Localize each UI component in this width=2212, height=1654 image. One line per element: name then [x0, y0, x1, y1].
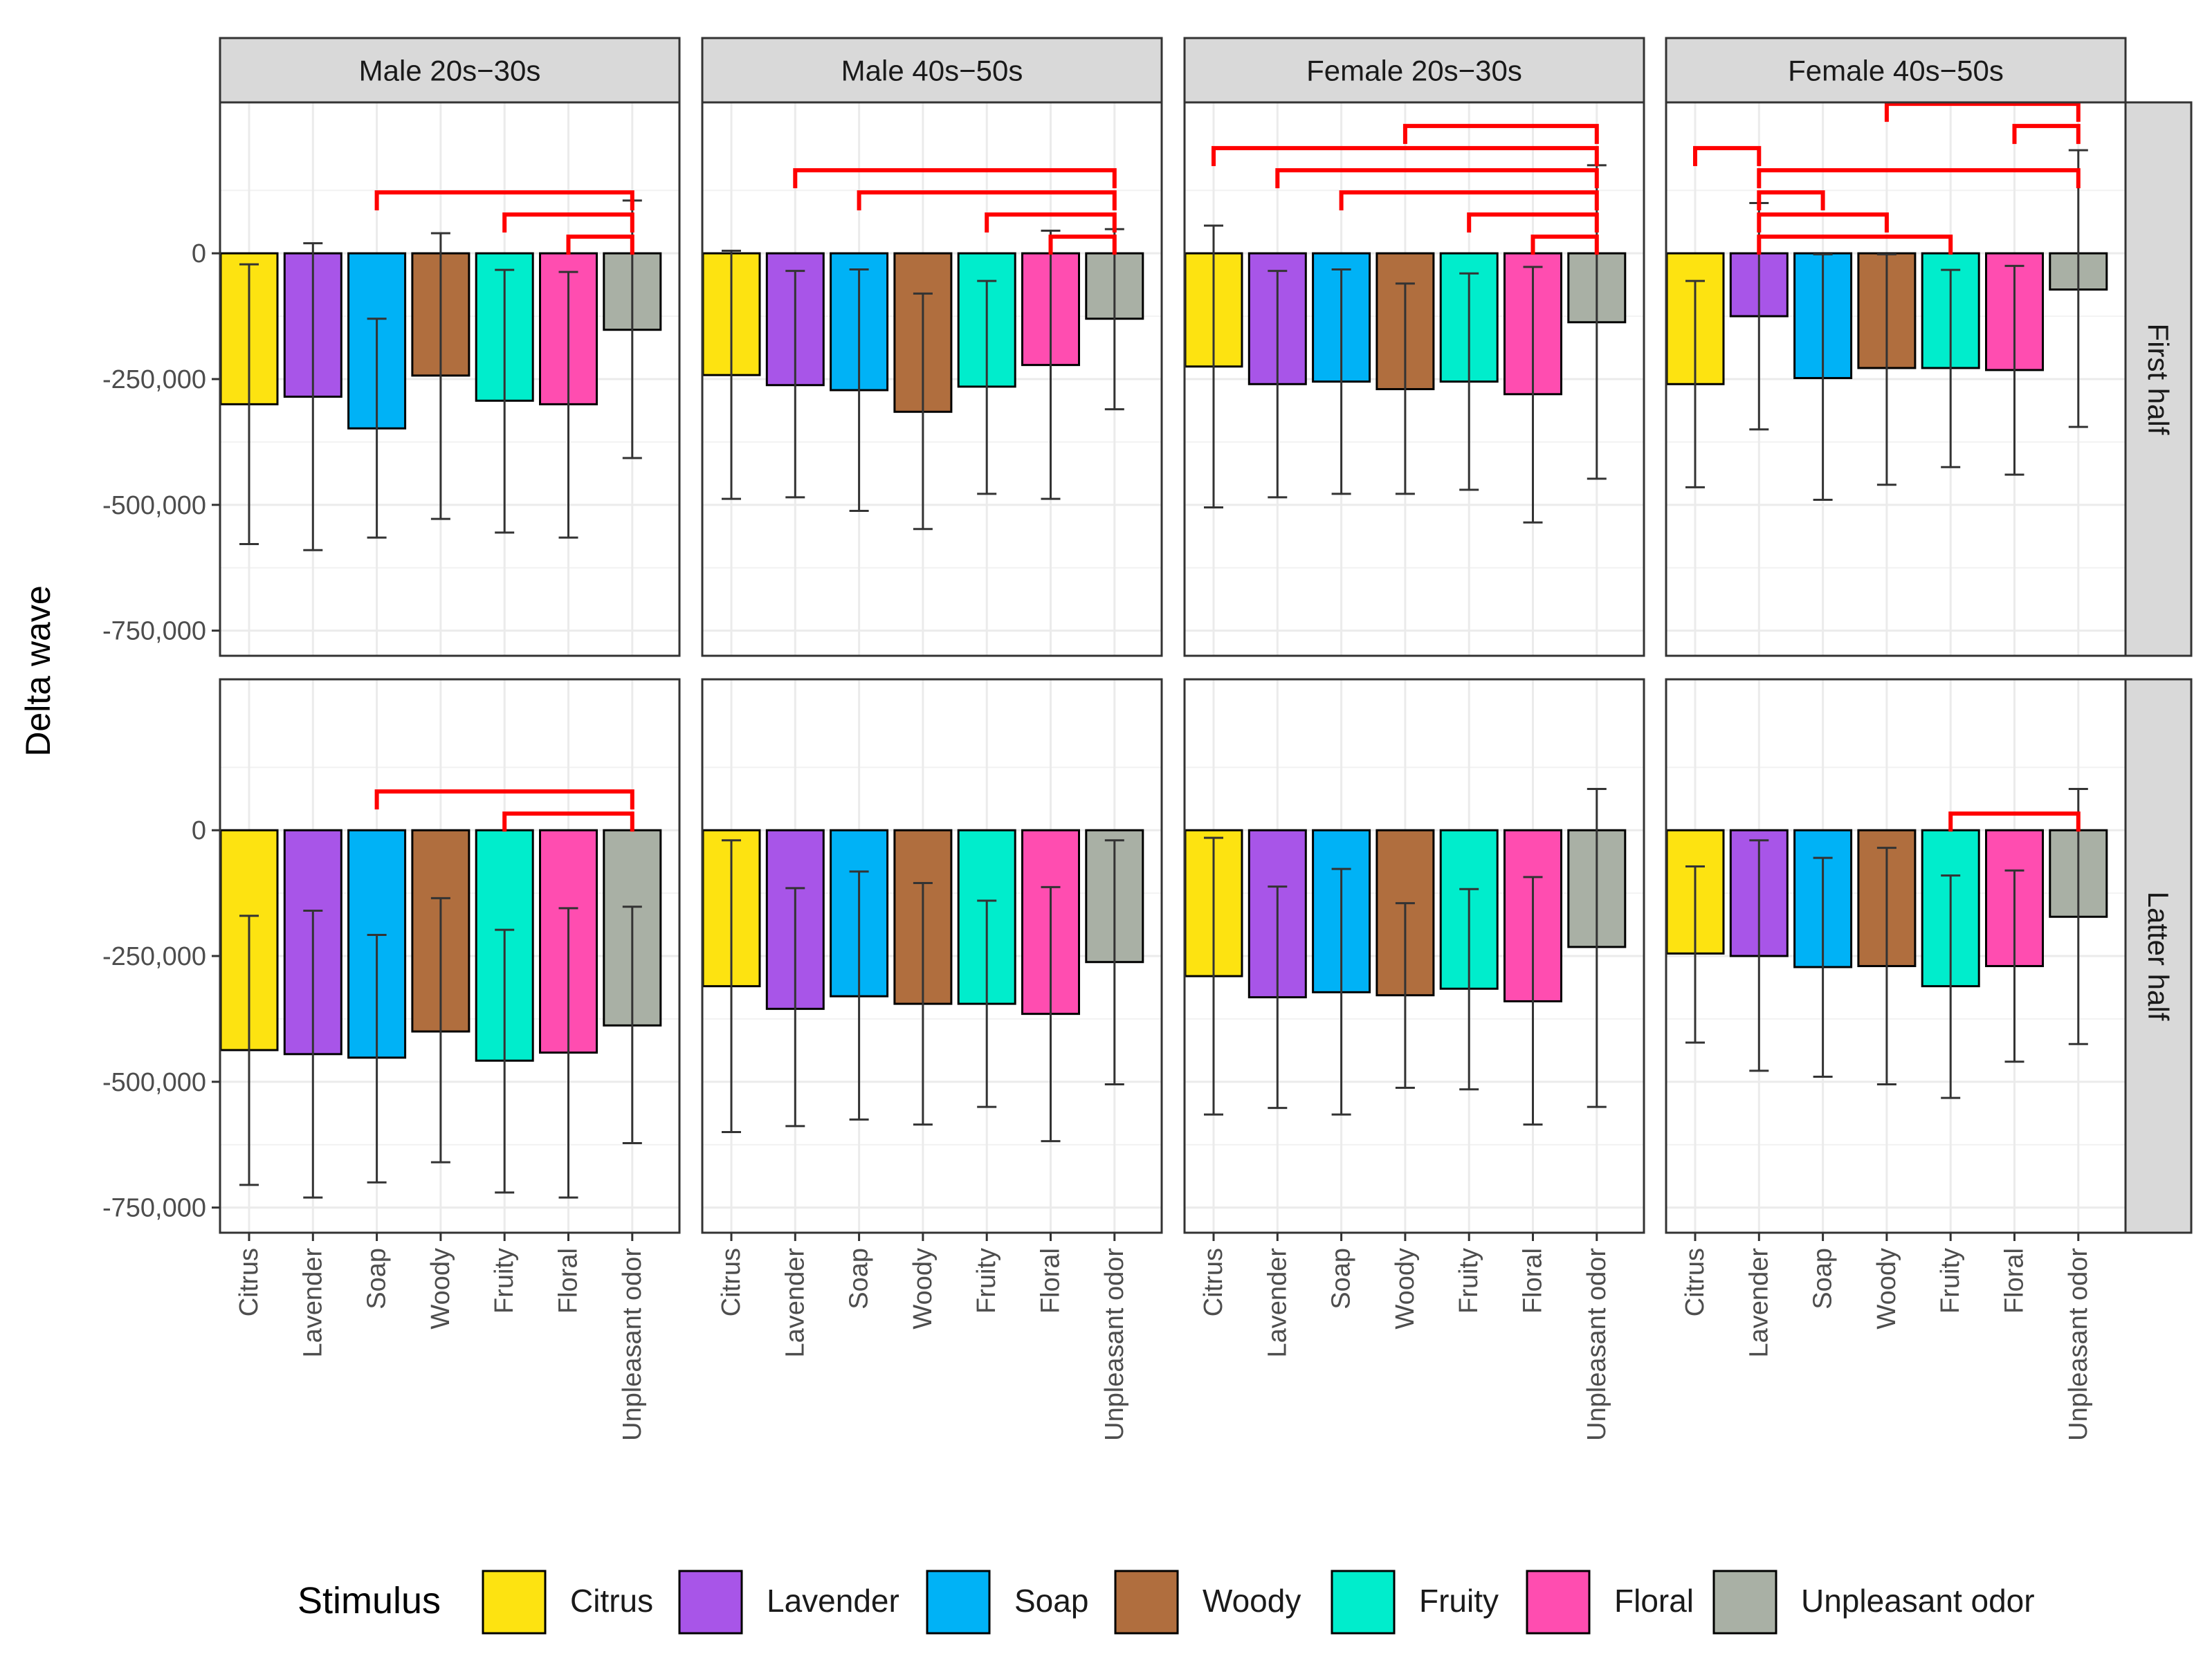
legend-key: [1114, 1570, 1179, 1635]
legend-key: [926, 1570, 991, 1635]
row-strip: [2124, 678, 2193, 1234]
significance-bracket: [985, 212, 1117, 233]
significance-bracket: [1530, 235, 1599, 255]
x-tick-label: Woody: [426, 1248, 455, 1330]
column-strip-label: Male 20s−30s: [359, 55, 541, 87]
x-tick-label: Woody: [1872, 1248, 1901, 1330]
legend-label: Soap: [1014, 1583, 1088, 1619]
column-strip: [1665, 37, 2127, 104]
facet-strips: Male 20s−30s Male 40s−50s Female 20s−30s Fe…: [219, 37, 2193, 1234]
significance-bracket: [566, 235, 634, 255]
row-strip: [2124, 101, 2193, 657]
legend-key: [678, 1570, 743, 1635]
y-tick-label: 0: [192, 816, 206, 845]
column-strip-label: Female 20s−30s: [1306, 55, 1522, 87]
significance-bracket: [1212, 146, 1599, 167]
x-tick-label: Soap: [1809, 1248, 1838, 1310]
significance-bracket: [1757, 190, 1825, 211]
significance-bracket: [1948, 811, 2081, 832]
significance-bracket: [1339, 190, 1599, 211]
y-tick-label: -500,000: [102, 491, 206, 520]
significance-bracket: [1467, 212, 1599, 233]
significance-bracket: [793, 168, 1117, 189]
x-tick-label: Citrus: [1681, 1248, 1710, 1316]
legend-label: Woody: [1203, 1583, 1301, 1619]
panel-border: [701, 678, 1163, 1234]
x-tick-label: Fruity: [1454, 1248, 1483, 1314]
x-tick-label: Unpleasant odor: [1100, 1248, 1129, 1441]
legend-label: Citrus: [570, 1583, 653, 1619]
x-tick-label: Woody: [1391, 1248, 1420, 1330]
significance-bracket: [857, 190, 1117, 211]
legend: Stimulus Citrus Lavender Soap Woody Fruity Flo…: [298, 1570, 2035, 1635]
legend-key: [1331, 1570, 1396, 1635]
y-tick-label: -750,000: [102, 1194, 206, 1223]
x-tick-label: Citrus: [1199, 1248, 1228, 1316]
y-tick-label: -250,000: [102, 365, 206, 394]
y-tick-label: -500,000: [102, 1068, 206, 1097]
y-tick-label: -750,000: [102, 617, 206, 646]
x-tick-label: Unpleasant odor: [1582, 1248, 1611, 1441]
significance-bracket: [1757, 212, 1889, 233]
panel-border: [1183, 678, 1645, 1234]
x-tick-label: Soap: [1327, 1248, 1356, 1310]
legend-label: Lavender: [767, 1583, 899, 1619]
x-tick-label: Unpleasant odor: [2064, 1248, 2093, 1441]
x-tick-label: Lavender: [1263, 1248, 1292, 1358]
x-tick-label: Soap: [845, 1248, 874, 1310]
legend-title: Stimulus: [298, 1580, 441, 1621]
x-tick-label: Lavender: [298, 1248, 327, 1358]
row-strip-label: Latter half: [2142, 892, 2175, 1021]
legend-label: Unpleasant odor: [1801, 1583, 2035, 1619]
y-tick-label: 0: [192, 239, 206, 268]
legend-label: Floral: [1614, 1583, 1694, 1619]
axes-layer: 0 -250,000 -500,000 -750,000 0 -250,000 -500,0…: [19, 239, 2093, 1441]
x-tick-label: Lavender: [1744, 1248, 1773, 1358]
legend-label: Fruity: [1419, 1583, 1499, 1619]
legend-key: [1712, 1570, 1777, 1635]
x-tick-label: Unpleasant odor: [618, 1248, 647, 1441]
x-tick-label: Citrus: [235, 1248, 264, 1316]
significance-bracket: [1693, 146, 1762, 167]
legend-key: [482, 1570, 547, 1635]
x-tick-label: Floral: [554, 1248, 583, 1314]
y-tick-label: -250,000: [102, 942, 206, 971]
column-strip: [701, 37, 1163, 104]
column-strip-label: Male 40s−50s: [841, 55, 1023, 87]
significance-bracket: [374, 190, 634, 211]
x-tick-label: Fruity: [1936, 1248, 1965, 1314]
x-tick-label: Soap: [363, 1248, 392, 1310]
significance-bracket: [1757, 168, 2081, 189]
x-tick-label: Fruity: [972, 1248, 1001, 1314]
column-strip: [1183, 37, 1645, 104]
legend-key: [1526, 1570, 1591, 1635]
significance-bracket: [374, 789, 634, 810]
column-strip-label: Female 40s−50s: [1788, 55, 2004, 87]
significance-bracket: [502, 811, 634, 832]
x-tick-label: Floral: [1519, 1248, 1548, 1314]
column-strip: [219, 37, 681, 104]
significance-bracket: [1757, 235, 1953, 255]
significance-bracket: [1048, 235, 1117, 255]
x-tick-label: Lavender: [780, 1248, 810, 1358]
row-strip-label: First half: [2142, 323, 2175, 434]
x-tick-label: Fruity: [490, 1248, 519, 1314]
y-axis-title: Delta wave: [19, 585, 57, 756]
x-tick-label: Floral: [1036, 1248, 1066, 1314]
significance-bracket: [1275, 168, 1599, 189]
significance-bracket: [502, 212, 634, 233]
significance-bracket: [1402, 124, 1599, 145]
x-tick-label: Floral: [2000, 1248, 2029, 1314]
x-tick-label: Woody: [908, 1248, 938, 1330]
x-tick-label: Citrus: [717, 1248, 746, 1316]
significance-bracket: [1884, 102, 2081, 122]
significance-bracket: [2012, 124, 2081, 145]
